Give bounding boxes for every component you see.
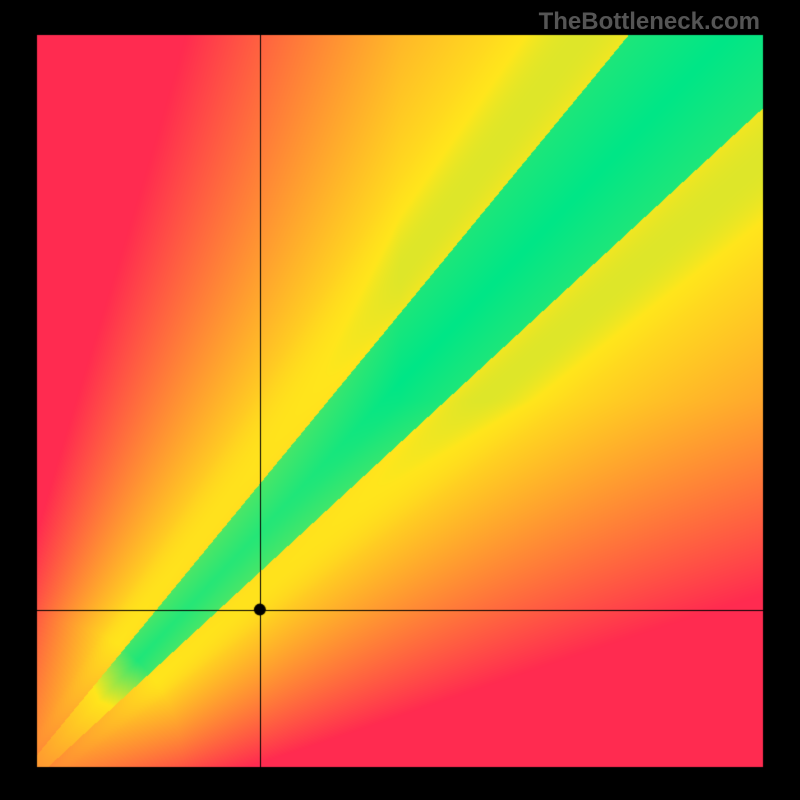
watermark-text: TheBottleneck.com	[539, 8, 760, 36]
bottleneck-heatmap	[0, 0, 800, 800]
